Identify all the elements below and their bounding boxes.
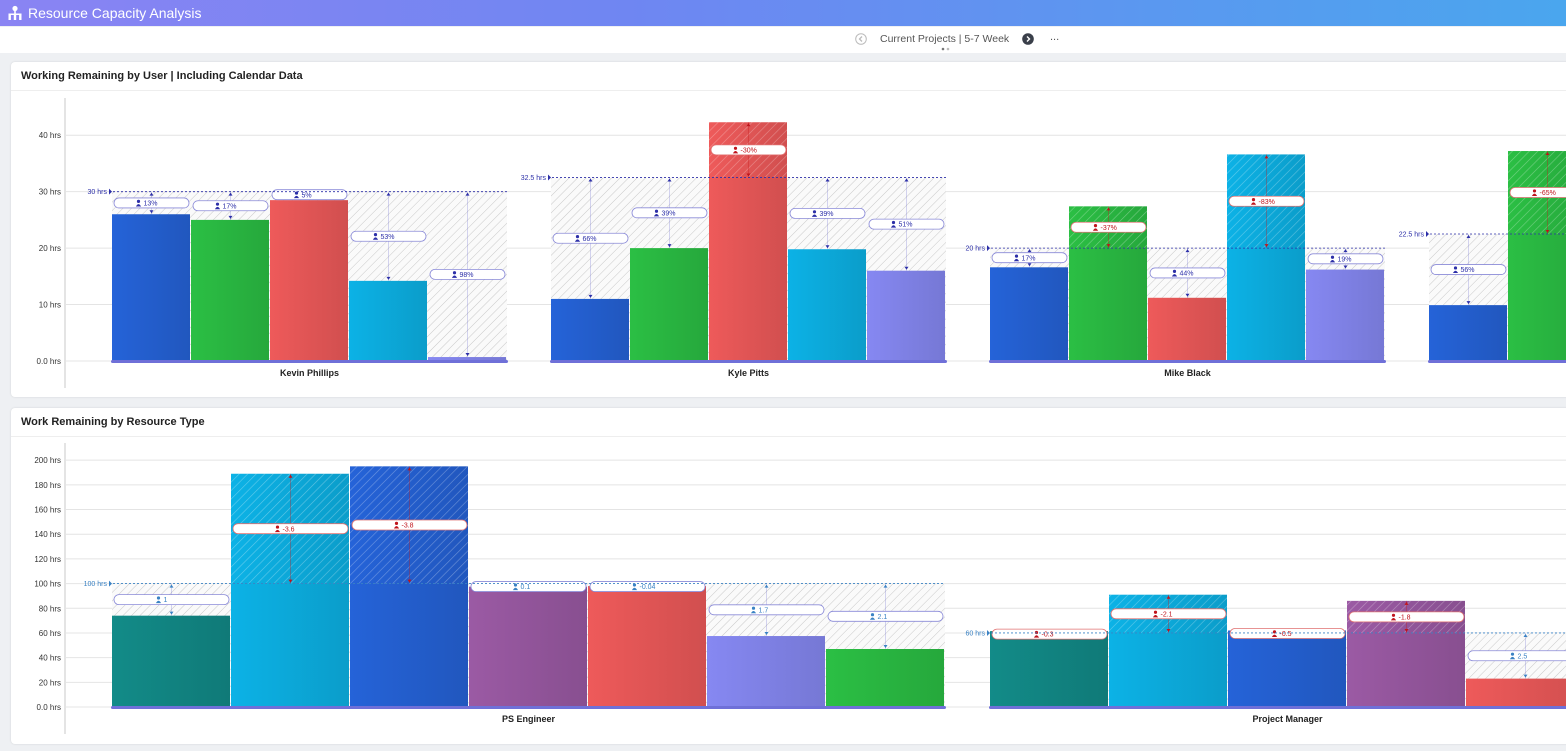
more-options-button[interactable]: ... <box>1050 31 1060 43</box>
view-navigator: Current Projects | 5-7 Week ... <box>0 27 1566 53</box>
previous-view-icon[interactable] <box>855 33 867 45</box>
next-view-icon[interactable] <box>1022 33 1034 45</box>
chart-panel-user: Working Remaining by User | Including Ca… <box>11 62 1566 397</box>
hierarchy-icon <box>8 5 22 20</box>
chart-panel-resource-type: Work Remaining by Resource Type <box>11 408 1566 744</box>
chart-title: Working Remaining by User | Including Ca… <box>21 70 303 82</box>
app-header: Resource Capacity Analysis <box>0 0 1566 26</box>
current-view-label: Current Projects | 5-7 Week <box>880 33 1010 45</box>
app-title: Resource Capacity Analysis <box>28 5 202 21</box>
page-indicator <box>941 47 950 51</box>
chart-title: Work Remaining by Resource Type <box>21 416 205 428</box>
